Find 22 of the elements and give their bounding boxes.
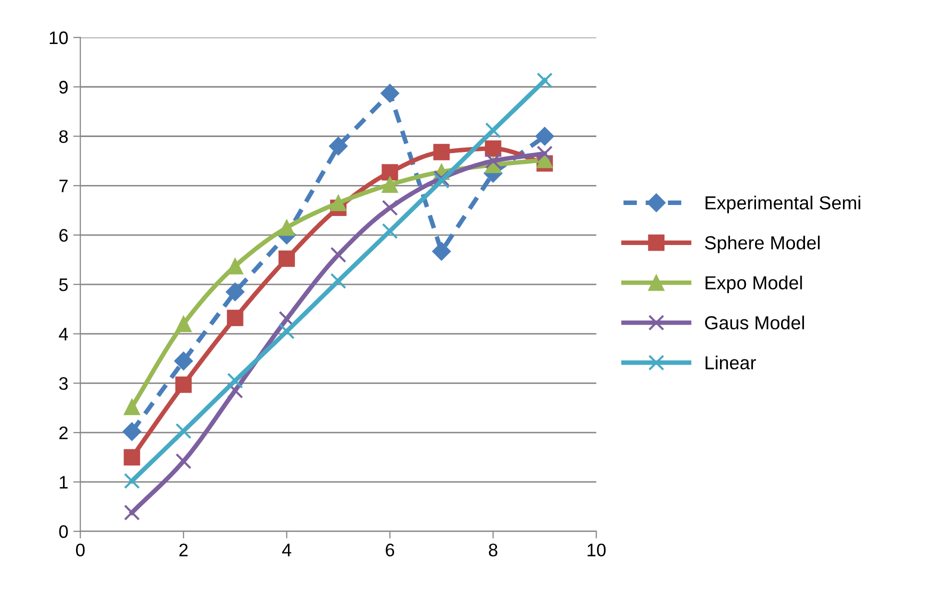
legend-label: Sphere Model — [704, 236, 820, 254]
x-tick-label: 0 — [76, 544, 85, 556]
legend-label: Linear — [706, 356, 756, 370]
y-tick-label: 0 — [59, 525, 68, 538]
y-tick-label: 5 — [59, 278, 68, 292]
y-tick-label: 1 — [60, 476, 68, 488]
y-tick-label: 3 — [59, 377, 68, 390]
x-tick-label: 6 — [386, 544, 394, 556]
x-tick-label: 4 — [282, 544, 292, 556]
y-tick-label: 9 — [59, 80, 68, 94]
legend-label: Experimental Semi — [706, 196, 860, 214]
y-tick-label: 7 — [59, 180, 68, 192]
y-tick-label: 6 — [59, 228, 68, 242]
y-tick-label: 2 — [59, 426, 68, 440]
y-tick-label: 10 — [50, 31, 68, 44]
x-tick-label: 8 — [488, 544, 498, 556]
legend-label: Expo Model — [706, 276, 802, 294]
x-tick-label: 2 — [179, 544, 188, 556]
y-tick-label: 8 — [59, 130, 68, 143]
legend-label: Gaus Model — [705, 316, 804, 330]
y-tick-label: 4 — [58, 328, 68, 340]
x-tick-label: 10 — [588, 544, 606, 556]
